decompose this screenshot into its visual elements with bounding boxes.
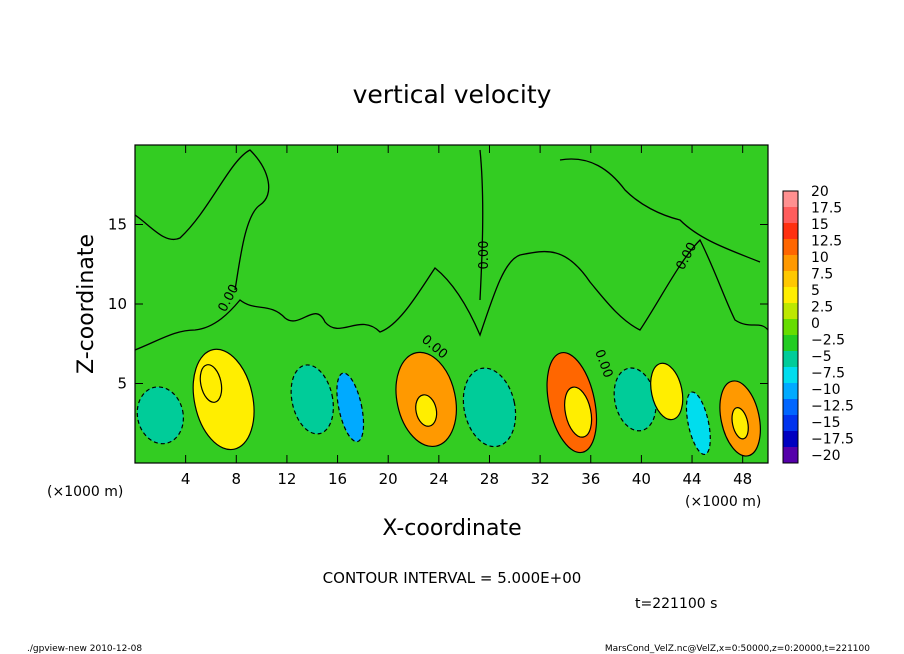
- colorbar-label: −10: [811, 382, 841, 398]
- y-tick-labels: 5 10 15: [108, 216, 127, 393]
- velocity-cell: [731, 407, 749, 440]
- contour-lines: [134, 149, 769, 351]
- velocity-cell: [290, 364, 334, 435]
- x-tick-label: 44: [682, 470, 701, 488]
- x-tick-labels: 4 8 12 16 20 24 28 32 36 40 44 48: [181, 470, 752, 488]
- velocity-cell: [415, 394, 438, 427]
- colorbar-swatch: [783, 319, 798, 336]
- colorbar-labels: 2017.51512.5107.552.50−2.5−5−7.5−10−12.5…: [811, 184, 854, 464]
- colorbar-label: 0: [811, 316, 820, 332]
- colorbar-swatch: [783, 303, 798, 320]
- x-tick-label: 16: [328, 470, 347, 488]
- chart-title: vertical velocity: [353, 80, 552, 109]
- colorbar-label: 20: [811, 184, 829, 200]
- velocity-cell: [564, 386, 593, 438]
- colorbar-label: 7.5: [811, 267, 833, 283]
- colorbar-label: −15: [811, 415, 841, 431]
- velocity-cells: [136, 348, 761, 457]
- colorbar-label: 17.5: [811, 201, 842, 217]
- colorbar-label: 15: [811, 217, 829, 233]
- colorbar-label: −7.5: [811, 366, 845, 382]
- velocity-cell: [199, 364, 223, 403]
- colorbar-swatch: [783, 415, 798, 432]
- colorbar-label: −12.5: [811, 399, 854, 415]
- velocity-cell: [136, 386, 184, 445]
- colorbar-frame: [782, 190, 799, 464]
- contour-interval-text: CONTOUR INTERVAL = 5.000E+00: [323, 569, 582, 587]
- upper-right-contour-line: [559, 158, 761, 263]
- footer-right-text: MarsCond_VelZ.nc@VelZ,x=0:50000,z=0:2000…: [605, 644, 870, 654]
- x-tick-label: 20: [379, 470, 398, 488]
- plot-area: 0.00 0.00 0.00 0.00 0.00: [134, 144, 769, 464]
- upper-contour-line: [134, 149, 270, 291]
- colorbar-label: −2.5: [811, 333, 845, 349]
- velocity-cell: [685, 391, 711, 456]
- colorbar-label: 2.5: [811, 300, 833, 316]
- colorbar-label: −5: [811, 349, 832, 365]
- colorbar-label: 5: [811, 283, 820, 299]
- colorbar-swatch: [783, 255, 798, 272]
- x-tick-label: 28: [480, 470, 499, 488]
- x-ticks: [185, 145, 744, 463]
- vertical-contour-line: [479, 149, 484, 301]
- y-tick-label: 15: [108, 216, 127, 234]
- y-unit-label: (×1000 m): [685, 494, 761, 510]
- x-tick-label: 24: [429, 470, 448, 488]
- x-tick-label: 12: [277, 470, 296, 488]
- x-tick-label: 8: [232, 470, 242, 488]
- footer-left-text: ./gpview-new 2010-12-08: [27, 644, 142, 654]
- colorbar-swatch: [783, 447, 798, 464]
- colorbar-label: 10: [811, 250, 829, 266]
- x-unit-label: (×1000 m): [47, 484, 123, 500]
- colorbar: [782, 190, 799, 464]
- y-axis-label: Z-coordinate: [74, 234, 99, 374]
- colorbar-swatch: [783, 431, 798, 448]
- colorbar-swatch: [783, 223, 798, 240]
- x-tick-label: 48: [733, 470, 752, 488]
- x-tick-label: 32: [531, 470, 550, 488]
- x-tick-label: 4: [181, 470, 191, 488]
- colorbar-swatch: [783, 191, 798, 208]
- colorbar-swatch: [783, 335, 798, 352]
- zero-contour-line: [134, 238, 769, 351]
- y-ticks: [135, 224, 768, 384]
- colorbar-swatch: [783, 239, 798, 256]
- colorbar-swatch: [783, 271, 798, 288]
- x-tick-label: 36: [581, 470, 600, 488]
- colorbar-swatch: [783, 287, 798, 304]
- time-text: t=221100 s: [635, 596, 717, 612]
- colorbar-swatch: [783, 367, 798, 384]
- colorbar-swatch: [783, 399, 798, 416]
- colorbar-swatch: [783, 383, 798, 400]
- contour-label: 0.00: [477, 241, 492, 270]
- colorbar-label: −20: [811, 448, 841, 464]
- colorbar-label: 12.5: [811, 234, 842, 250]
- x-tick-label: 40: [632, 470, 651, 488]
- velocity-cell: [462, 367, 517, 448]
- colorbar-label: −17.5: [811, 432, 854, 448]
- velocity-cell: [336, 372, 365, 443]
- y-tick-label: 10: [108, 295, 127, 313]
- y-tick-label: 5: [117, 375, 127, 393]
- x-axis-label: X-coordinate: [382, 516, 521, 541]
- colorbar-swatch: [783, 207, 798, 224]
- velocity-cell: [650, 362, 684, 421]
- colorbar-swatch: [783, 351, 798, 368]
